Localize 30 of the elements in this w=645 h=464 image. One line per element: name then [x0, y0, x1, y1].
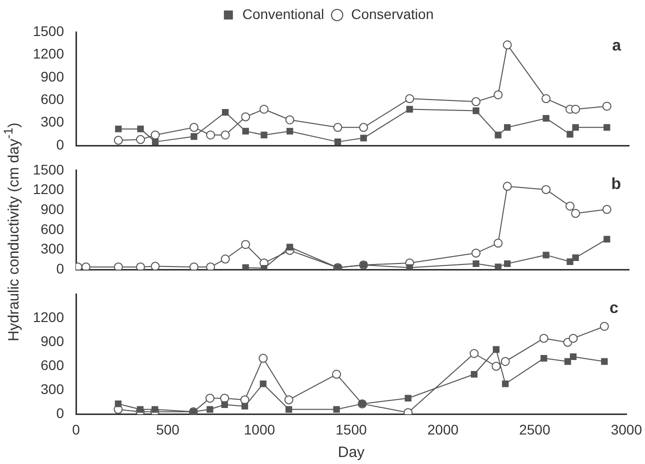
y-tick-label: 600: [40, 91, 64, 108]
y-tick-label: 0: [56, 260, 64, 276]
x-tick-label: 500: [156, 421, 180, 438]
y-tick-label: 1200: [32, 309, 64, 326]
x-tick-label: 0: [72, 421, 80, 438]
legend-label: Conservation: [351, 6, 434, 22]
y-tick-label: 300: [40, 381, 64, 398]
x-tick-label: 2000: [427, 421, 459, 438]
y-tick-label: 600: [40, 357, 64, 374]
x-tick-label: 3000: [610, 421, 642, 438]
y-tick-label: 0: [56, 136, 64, 152]
x-axis-title: Day: [338, 444, 366, 462]
y-tick-label: 300: [40, 114, 64, 130]
annotation: c: [610, 300, 619, 317]
y-tick-label: 900: [40, 333, 64, 350]
annotation: a: [612, 37, 622, 54]
y-tick-label: 300: [40, 240, 64, 257]
annotation: b: [611, 176, 622, 193]
y-tick-label: 900: [40, 200, 64, 217]
x-tick-label: 2500: [519, 421, 550, 438]
x-tick-label: 1500: [336, 421, 367, 438]
y-tick-label: 600: [40, 220, 64, 237]
y-tick-label: 1200: [32, 46, 64, 62]
y-tick-label: 900: [40, 68, 64, 84]
legend-label: Conventional: [242, 6, 324, 22]
x-tick-label: 1000: [244, 421, 276, 438]
y-tick-label: 0: [56, 405, 64, 422]
y-tick-label: 1500: [32, 22, 64, 39]
y-tick-label: 1500: [32, 161, 64, 178]
y-tick-label: 1200: [32, 181, 64, 198]
